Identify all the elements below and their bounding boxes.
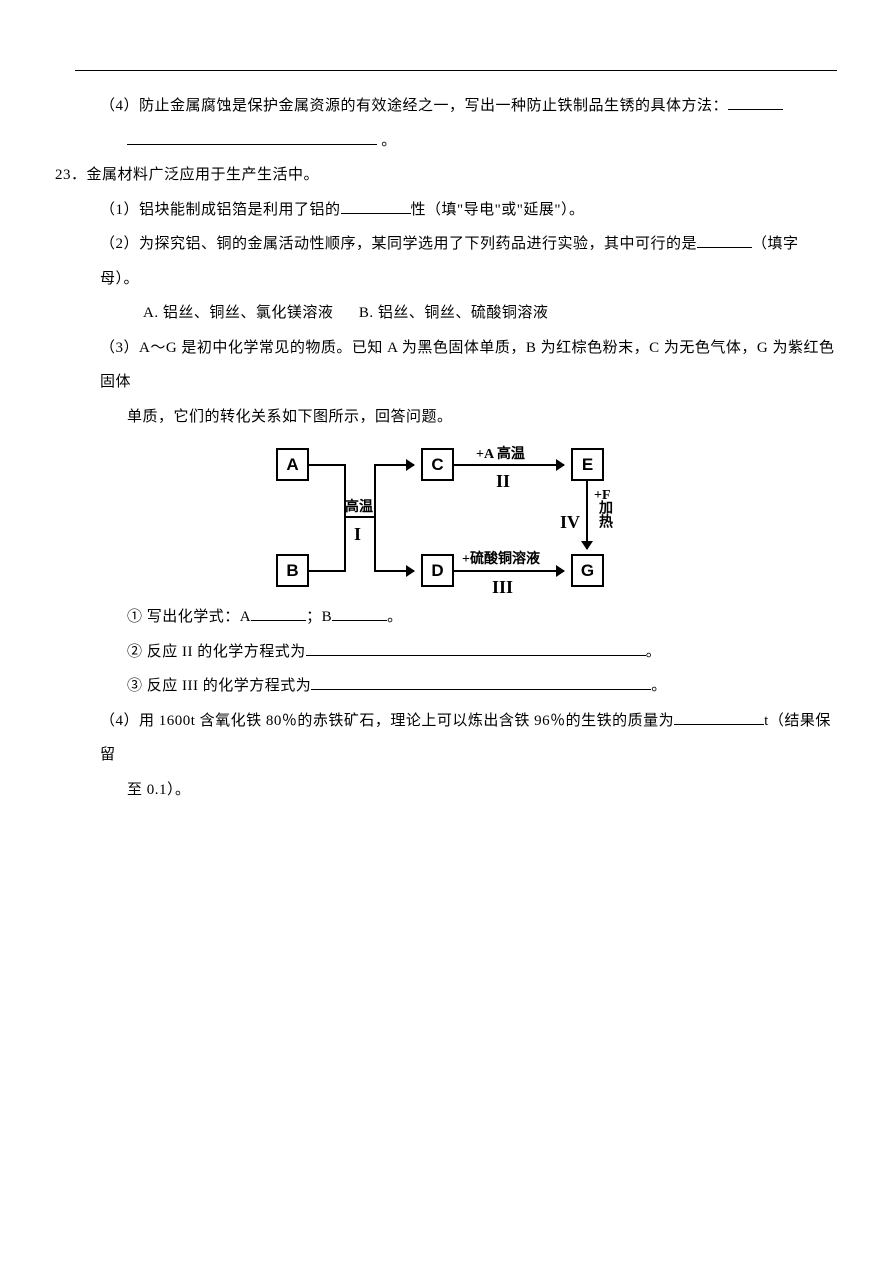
period: 。 (377, 133, 397, 149)
q23-p1-a: （1）铝块能制成铝箔是利用了铝的 (100, 202, 341, 218)
q23-sub2-c: 。 (646, 644, 662, 660)
conn-a (309, 464, 344, 466)
arrow-to-c (374, 464, 414, 466)
q23-diagram: A B C D E G 高温 I +A 高温 II +硫酸铜溶液 III +F … (276, 444, 616, 594)
blank (697, 233, 752, 248)
label-roman-ii: II (496, 461, 510, 502)
blank (306, 641, 646, 656)
q23-p2-opt-a: A. 铝丝、铜丝、氯化镁溶液 (143, 305, 333, 321)
label-right-jiare: 加热 (597, 500, 611, 528)
q23-p4-a: （4）用 1600t 含氧化铁 80％的赤铁矿石，理论上可以炼出含铁 96％的生… (100, 713, 674, 729)
blank (127, 130, 377, 145)
prev-q-item4-line2: 。 (55, 124, 837, 159)
blank (311, 675, 651, 690)
conn-b (309, 570, 344, 572)
diagram-box-e: E (571, 448, 604, 481)
q23-sub2: ② 反应 II 的化学方程式为 。 (55, 635, 837, 670)
q23-header: 23．金属材料广泛应用于生产生活中。 (55, 158, 837, 193)
q23-p1-b: 性（填"导电"或"延展"）。 (411, 202, 585, 218)
q23-p3-b: 单质，它们的转化关系如下图所示，回答问题。 (55, 400, 837, 435)
q23-sub2-a: ② 反应 II 的化学方程式为 (127, 644, 306, 660)
prev-q-item4-text: （4）防止金属腐蚀是保护金属资源的有效途经之一，写出一种防止铁制品生锈的具体方法… (100, 98, 728, 114)
blank (341, 199, 411, 214)
diagram-box-g: G (571, 554, 604, 587)
q23-sub1-b: ；B (306, 609, 332, 625)
blank (728, 95, 783, 110)
diagram-box-b: B (276, 554, 309, 587)
q23-sub3: ③ 反应 III 的化学方程式为 。 (55, 669, 837, 704)
blank (251, 606, 306, 621)
q23-diagram-wrap: A B C D E G 高温 I +A 高温 II +硫酸铜溶液 III +F … (55, 444, 837, 594)
label-roman-iv: IV (560, 502, 580, 543)
top-rule (75, 70, 837, 71)
q23-sub3-a: ③ 反应 III 的化学方程式为 (127, 678, 311, 694)
q23-p4-c: 至 0.1）。 (55, 773, 837, 808)
blank (674, 710, 764, 725)
q23-sub1: ① 写出化学式：A ；B 。 (55, 600, 837, 635)
arrow-e-g (586, 481, 588, 549)
label-roman-i: I (354, 514, 361, 555)
q23-p2-options: A. 铝丝、铜丝、氯化镁溶液 B. 铝丝、铜丝、硫酸铜溶液 (55, 296, 837, 331)
arrow-to-d (374, 570, 414, 572)
q23-p4: （4）用 1600t 含氧化铁 80％的赤铁矿石，理论上可以炼出含铁 96％的生… (55, 704, 837, 773)
diagram-box-a: A (276, 448, 309, 481)
diagram-box-d: D (421, 554, 454, 587)
q23-p2: （2）为探究铝、铜的金属活动性顺序，某同学选用了下列药品进行实验，其中可行的是（… (55, 227, 837, 296)
q23-sub1-c: 。 (387, 609, 403, 625)
conn-cd-v (374, 464, 376, 572)
prev-q-item4: （4）防止金属腐蚀是保护金属资源的有效途经之一，写出一种防止铁制品生锈的具体方法… (55, 89, 837, 124)
q23-sub3-c: 。 (651, 678, 667, 694)
q23-sub1-a: ① 写出化学式：A (127, 609, 251, 625)
q23-p1: （1）铝块能制成铝箔是利用了铝的 性（填"导电"或"延展"）。 (55, 193, 837, 228)
blank (332, 606, 387, 621)
label-roman-iii: III (492, 567, 513, 608)
diagram-box-c: C (421, 448, 454, 481)
q23-p2-opt-b: B. 铝丝、铜丝、硫酸铜溶液 (359, 305, 549, 321)
q23-p3-a: （3）A～G 是初中化学常见的物质。已知 A 为黑色固体单质，B 为红棕色粉末，… (55, 331, 837, 400)
q23-p2-a: （2）为探究铝、铜的金属活动性顺序，某同学选用了下列药品进行实验，其中可行的是 (100, 236, 697, 252)
